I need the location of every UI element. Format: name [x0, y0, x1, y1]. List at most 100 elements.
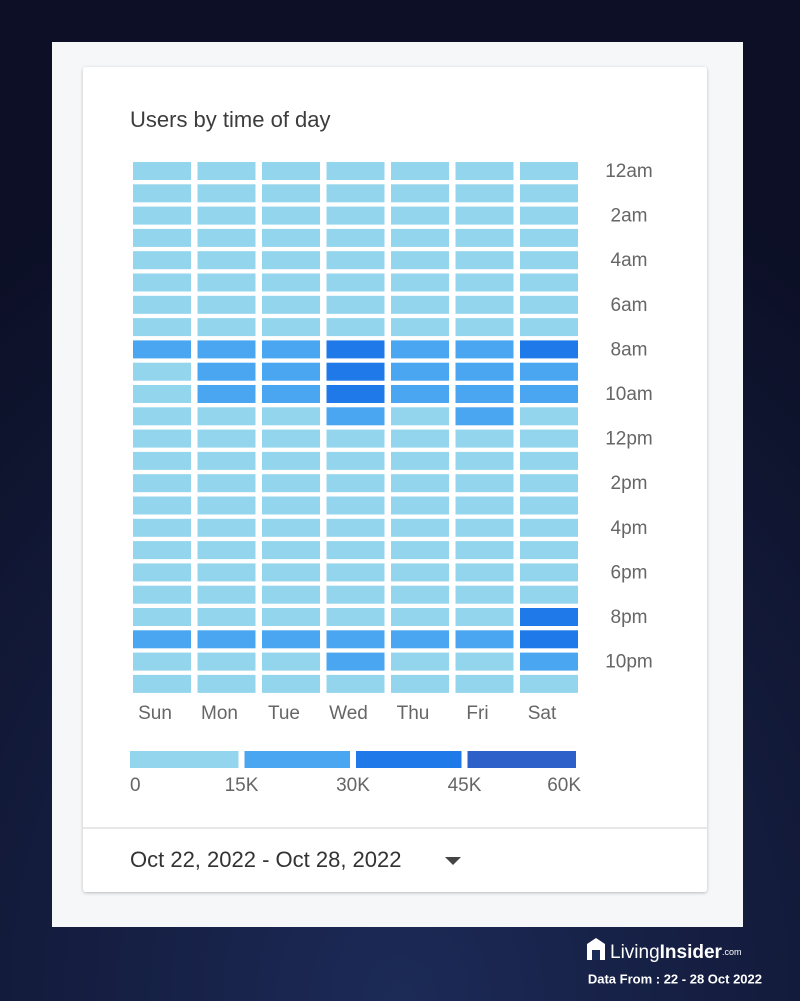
heat-cell [197, 362, 256, 381]
heat-cell [391, 474, 449, 493]
heat-cell [133, 541, 191, 560]
heat-cell [391, 228, 449, 247]
heat-cell [326, 474, 385, 493]
heat-cell [262, 407, 320, 426]
heat-cell [391, 429, 449, 448]
heat-cell [133, 585, 191, 604]
x-tick-label: Sun [138, 703, 172, 724]
heat-cell [391, 362, 449, 381]
heat-cell [197, 518, 256, 537]
heat-cell [262, 674, 320, 693]
heat-cell [455, 474, 514, 493]
heat-cell [391, 206, 449, 225]
heat-cell [520, 362, 578, 381]
heat-cell [455, 429, 514, 448]
heat-cell [133, 228, 191, 247]
heat-cell [520, 295, 578, 314]
x-tick-label: Mon [201, 703, 238, 724]
heat-cell [326, 362, 385, 381]
heat-cell [197, 630, 256, 649]
heat-cell [133, 429, 191, 448]
heat-cell [391, 385, 449, 403]
legend-tick-label: 30K [336, 775, 370, 796]
heat-cell [520, 518, 578, 537]
heat-cell [262, 362, 320, 381]
heat-cell [326, 518, 385, 537]
heat-cell [326, 630, 385, 649]
heat-cell [262, 541, 320, 560]
heat-cell [326, 541, 385, 560]
heat-cell [326, 585, 385, 604]
heat-cell [520, 652, 578, 671]
heat-cell [455, 228, 514, 247]
heat-cell [455, 652, 514, 671]
x-tick-label: Wed [329, 703, 368, 724]
y-tick-label: 8am [611, 339, 648, 360]
heat-cell [391, 541, 449, 560]
heat-cell [455, 518, 514, 537]
heat-cell [326, 251, 385, 270]
heat-cell [326, 407, 385, 426]
y-tick-label: 2am [611, 206, 648, 227]
chart-title: Users by time of day [130, 107, 331, 132]
heat-cell [133, 652, 191, 671]
x-tick-label: Thu [397, 703, 430, 724]
heat-cell [391, 407, 449, 426]
heat-cell [262, 162, 320, 180]
heat-cell [197, 652, 256, 671]
brand-name: LivingInsider.com [610, 942, 741, 963]
heat-cell [520, 162, 578, 180]
heat-cell [326, 652, 385, 671]
heat-cell [197, 541, 256, 560]
brand-suffix: .com [722, 947, 742, 957]
heat-cell [133, 184, 191, 203]
heat-cell [326, 184, 385, 203]
heat-cell [133, 630, 191, 649]
heat-cell [520, 585, 578, 604]
heat-cell [262, 496, 320, 515]
heat-cell [391, 184, 449, 203]
heat-cell [197, 295, 256, 314]
data-note: Data From : 22 - 28 Oct 2022 [588, 971, 762, 986]
legend-tick-label: 60K [547, 775, 581, 796]
y-tick-label: 4am [611, 250, 648, 271]
heat-cell [197, 496, 256, 515]
heat-cell [133, 251, 191, 270]
heat-cell [326, 340, 385, 359]
heat-cell [520, 228, 578, 247]
heat-cell [133, 362, 191, 381]
heat-cell [326, 451, 385, 470]
legend-swatch [130, 751, 239, 768]
heat-cell [262, 206, 320, 225]
heat-cell [455, 206, 514, 225]
legend-tick-label: 0 [130, 775, 141, 796]
heat-cell [262, 585, 320, 604]
date-range[interactable]: Oct 22, 2022 - Oct 28, 2022 [130, 847, 402, 872]
heat-cell [455, 340, 514, 359]
heat-cell [520, 674, 578, 693]
heat-cell [520, 451, 578, 470]
heat-cell [455, 251, 514, 270]
heat-cell [197, 184, 256, 203]
heat-cell [455, 608, 514, 626]
heat-cell [391, 162, 449, 180]
heat-cell [133, 518, 191, 537]
heat-cell [133, 162, 191, 180]
heat-cell [197, 206, 256, 225]
heat-cell [520, 608, 578, 626]
heat-cell [391, 608, 449, 626]
heat-cell [520, 541, 578, 560]
heat-cell [391, 251, 449, 270]
legend-tick-label: 45K [448, 775, 482, 796]
heat-cell [262, 251, 320, 270]
heat-cell [262, 318, 320, 337]
heat-cell [455, 630, 514, 649]
heat-cell [197, 385, 256, 403]
heat-cell [391, 585, 449, 604]
heat-cell [326, 385, 385, 403]
heat-cell [520, 273, 578, 292]
y-tick-label: 4pm [611, 518, 648, 539]
dropdown-arrow[interactable] [445, 857, 461, 865]
